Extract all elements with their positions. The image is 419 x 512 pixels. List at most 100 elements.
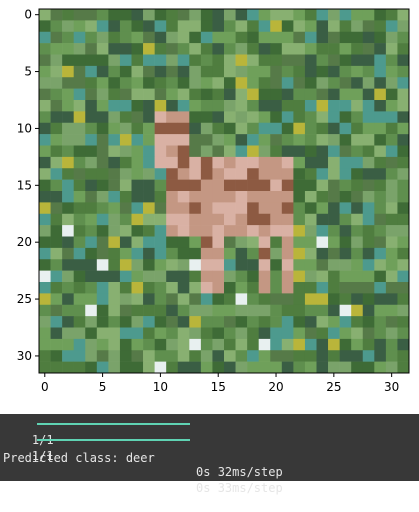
- image-pixel: [201, 111, 213, 123]
- image-pixel: [155, 9, 167, 21]
- image-pixel: [108, 66, 120, 78]
- image-pixel: [236, 305, 248, 317]
- image-pixel: [270, 214, 282, 226]
- image-pixel: [374, 202, 386, 214]
- image-pixel: [132, 305, 144, 317]
- image-pixel: [166, 180, 178, 192]
- image-pixel: [340, 362, 352, 374]
- image-pixel: [293, 282, 305, 294]
- image-pixel: [189, 55, 201, 67]
- image-pixel: [120, 271, 132, 283]
- image-pixel: [97, 350, 109, 362]
- image-pixel: [397, 100, 409, 112]
- image-pixel: [386, 9, 398, 21]
- image-pixel: [178, 100, 190, 112]
- image-pixel: [386, 350, 398, 362]
- image-pixel: [39, 43, 51, 55]
- image-pixel: [282, 225, 294, 237]
- image-pixel: [51, 66, 63, 78]
- image-pixel: [259, 77, 271, 89]
- image-pixel: [317, 350, 329, 362]
- image-pixel: [293, 237, 305, 249]
- image-pixel: [328, 271, 340, 283]
- image-pixel: [340, 237, 352, 249]
- image-pixel: [236, 9, 248, 21]
- image-pixel: [270, 20, 282, 32]
- image-pixel: [108, 111, 120, 123]
- image-pixel: [143, 237, 155, 249]
- image-pixel: [363, 271, 375, 283]
- image-pixel: [108, 316, 120, 328]
- image-pixel: [132, 100, 144, 112]
- image-pixel: [363, 339, 375, 351]
- image-pixel: [85, 350, 97, 362]
- image-pixel: [212, 168, 224, 180]
- image-pixel: [120, 248, 132, 260]
- image-pixel: [397, 191, 409, 203]
- image-pixel: [386, 237, 398, 249]
- image-pixel: [189, 237, 201, 249]
- image-pixel: [132, 134, 144, 146]
- x-tick-label: 0: [41, 380, 49, 394]
- image-pixel: [328, 134, 340, 146]
- image-pixel: [236, 339, 248, 351]
- image-pixel: [108, 271, 120, 283]
- image-pixel: [120, 32, 132, 44]
- image-pixel: [317, 328, 329, 340]
- image-pixel: [62, 157, 74, 169]
- image-pixel: [51, 362, 63, 374]
- image-pixel: [236, 282, 248, 294]
- image-pixel: [340, 55, 352, 67]
- image-pixel: [51, 202, 63, 214]
- image-pixel: [317, 293, 329, 305]
- image-pixel: [293, 191, 305, 203]
- image-pixel: [85, 180, 97, 192]
- image-pixel: [85, 9, 97, 21]
- image-pixel: [270, 9, 282, 21]
- image-pixel: [74, 328, 86, 340]
- image-pixel: [293, 111, 305, 123]
- image-pixel: [189, 43, 201, 55]
- image-pixel: [108, 339, 120, 351]
- image-pixel: [212, 339, 224, 351]
- image-pixel: [317, 123, 329, 135]
- image-pixel: [282, 134, 294, 146]
- image-pixel: [236, 180, 248, 192]
- image-pixel: [85, 168, 97, 180]
- image-pixel: [97, 123, 109, 135]
- image-pixel: [363, 89, 375, 101]
- image-pixel: [212, 123, 224, 135]
- image-pixel: [351, 328, 363, 340]
- image-pixel: [328, 157, 340, 169]
- image-pixel: [224, 100, 236, 112]
- image-pixel: [397, 350, 409, 362]
- image-pixel: [270, 293, 282, 305]
- image-pixel: [340, 282, 352, 294]
- image-pixel: [201, 89, 213, 101]
- image-pixel: [386, 123, 398, 135]
- image-pixel: [328, 146, 340, 158]
- image-pixel: [108, 282, 120, 294]
- image-pixel: [374, 191, 386, 203]
- image-pixel: [386, 225, 398, 237]
- x-tick-label: 30: [384, 380, 399, 394]
- image-pixel: [397, 66, 409, 78]
- image-pixel: [259, 237, 271, 249]
- image-pixel: [143, 32, 155, 44]
- image-pixel: [259, 225, 271, 237]
- image-pixel: [247, 180, 259, 192]
- image-pixel: [386, 316, 398, 328]
- image-pixel: [155, 339, 167, 351]
- image-pixel: [305, 248, 317, 260]
- image-pixel: [178, 20, 190, 32]
- image-pixel: [386, 305, 398, 317]
- image-pixel: [247, 271, 259, 283]
- image-pixel: [328, 43, 340, 55]
- image-pixel: [201, 305, 213, 317]
- image-pixel: [386, 168, 398, 180]
- image-pixel: [39, 20, 51, 32]
- image-pixel: [108, 202, 120, 214]
- image-pixel: [74, 293, 86, 305]
- image-pixel: [317, 202, 329, 214]
- image-pixel: [85, 362, 97, 374]
